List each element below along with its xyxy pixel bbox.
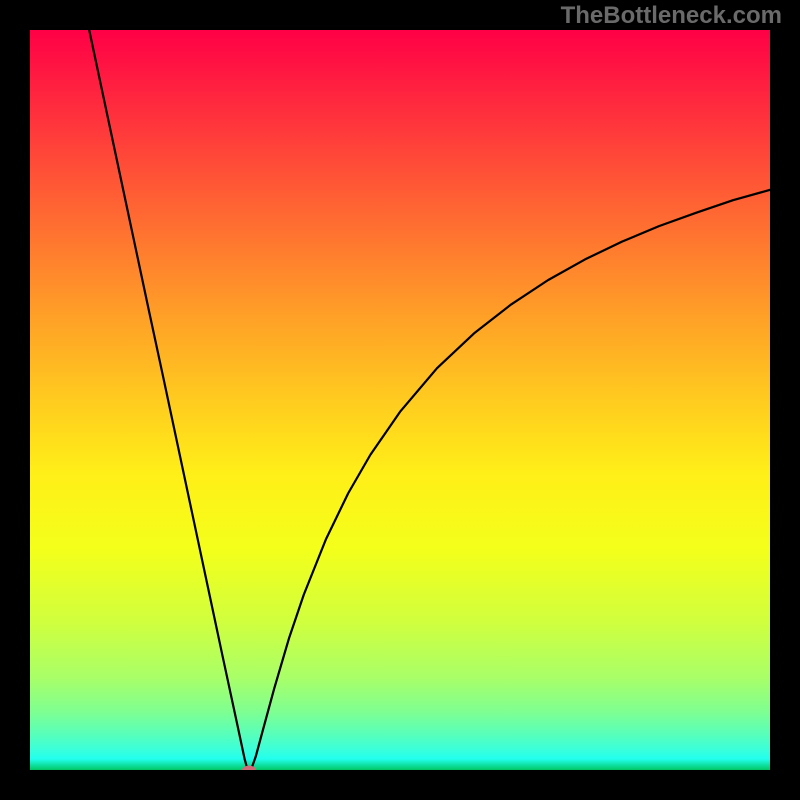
chart-svg <box>30 30 770 770</box>
chart-canvas: TheBottleneck.com <box>0 0 800 800</box>
watermark-text: TheBottleneck.com <box>561 2 782 30</box>
gradient-bg <box>30 30 770 770</box>
plot-area <box>30 30 770 770</box>
